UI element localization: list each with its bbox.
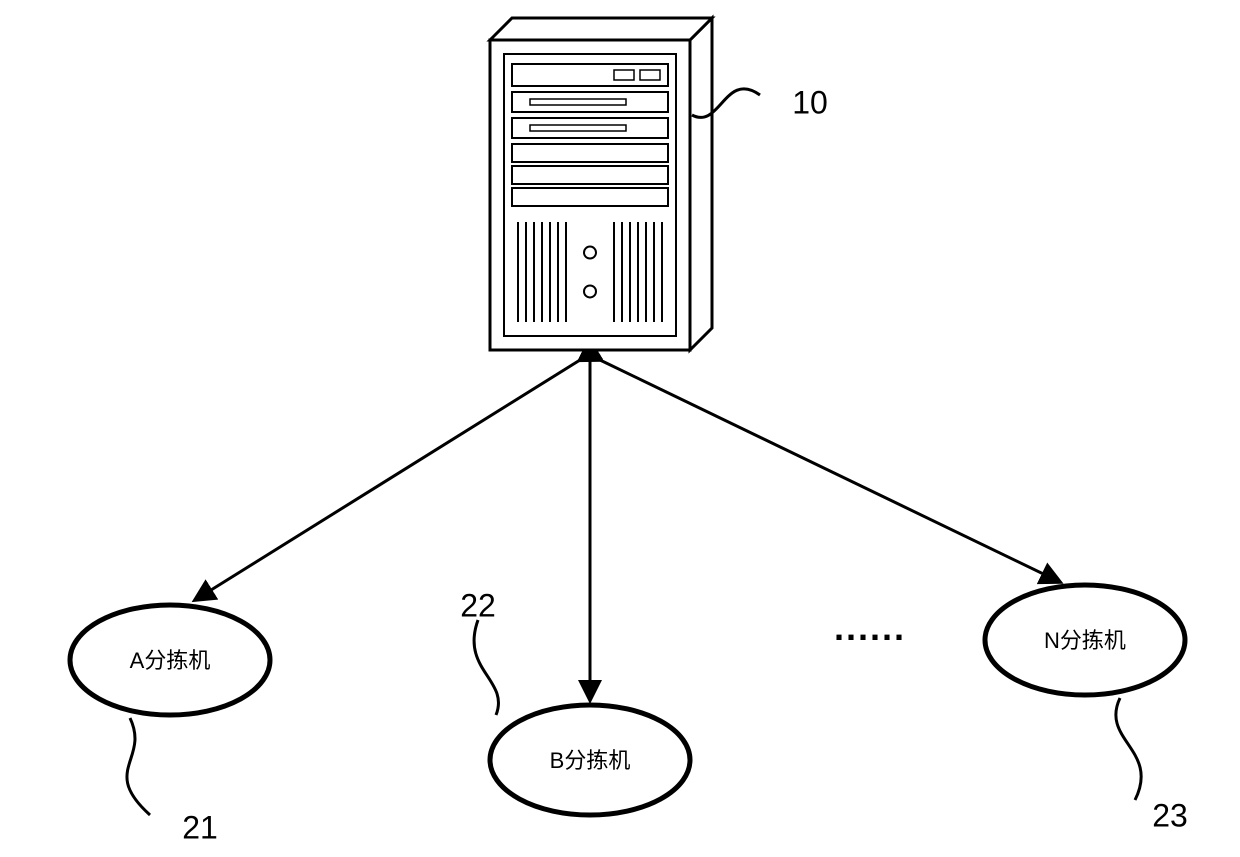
- sorter-node-a: A分拣机: [70, 605, 270, 715]
- ellipsis-text: ······: [834, 617, 906, 658]
- leader-a: [127, 718, 150, 815]
- node-a-label: A分拣机: [130, 648, 211, 673]
- diagram-canvas: A分拣机 B分拣机 N分拣机 ······ 10 21 22 23: [0, 0, 1240, 857]
- node-b-label: B分拣机: [550, 748, 631, 773]
- sorter-node-b: B分拣机: [490, 705, 690, 815]
- ref-label-a: 21: [182, 809, 218, 845]
- diagram-svg: A分拣机 B分拣机 N分拣机 ······ 10 21 22 23: [0, 0, 1240, 857]
- ref-label-b: 22: [460, 587, 496, 623]
- edges-group: [195, 360, 1060, 700]
- edge-server-a: [195, 360, 580, 600]
- ref-label-n: 23: [1152, 797, 1188, 833]
- ref-label-server: 10: [792, 84, 828, 120]
- leader-n: [1116, 698, 1141, 800]
- edge-server-n: [600, 360, 1060, 582]
- server-node: [490, 18, 712, 350]
- sorter-node-n: N分拣机: [985, 585, 1185, 695]
- leader-b: [474, 620, 498, 715]
- node-n-label: N分拣机: [1044, 628, 1126, 653]
